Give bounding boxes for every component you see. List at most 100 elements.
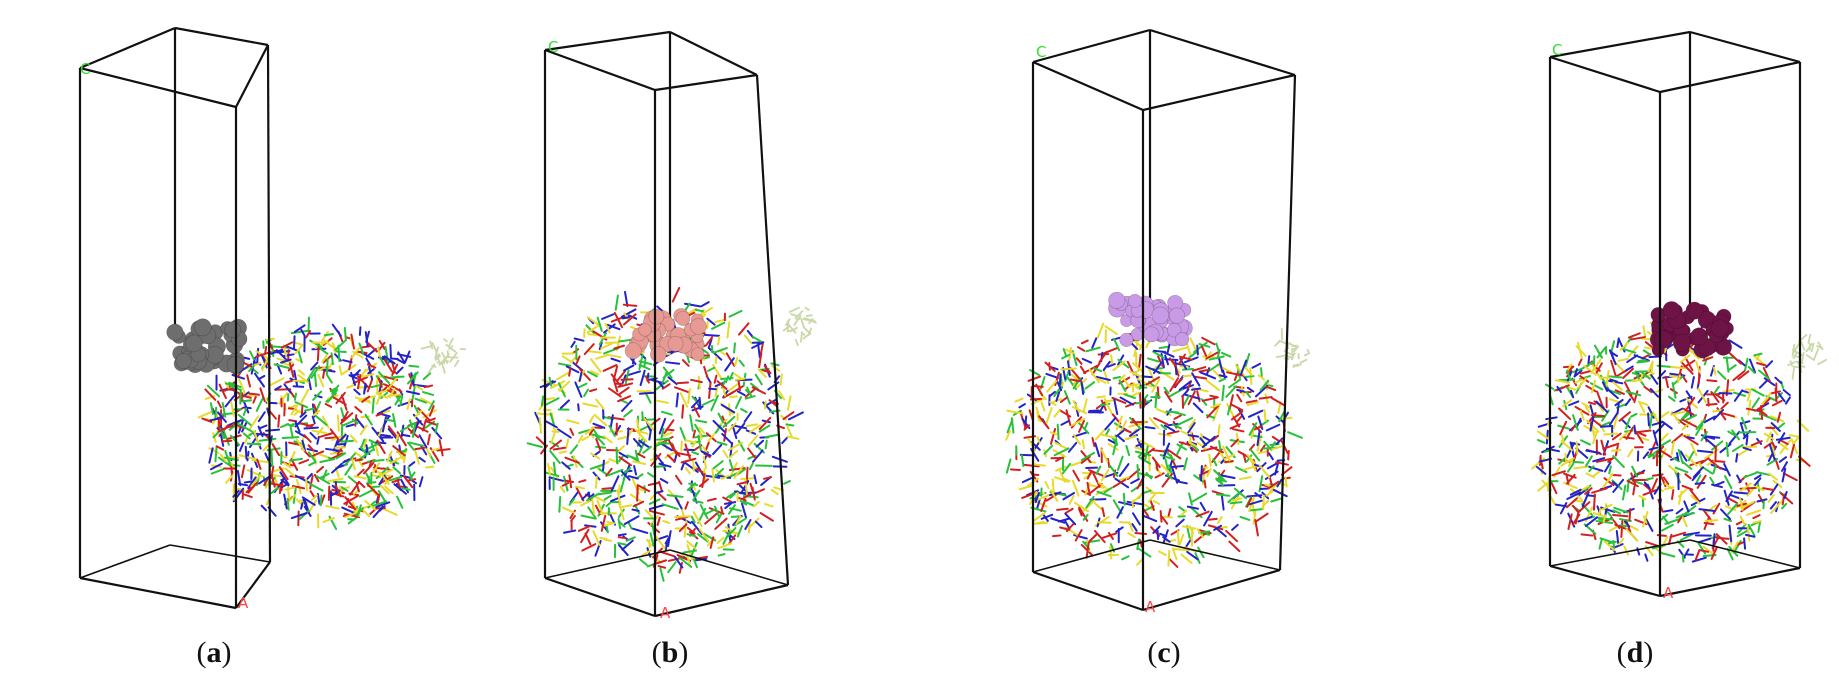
bond-segment bbox=[575, 485, 586, 490]
bond-segment bbox=[1095, 487, 1110, 496]
bond-segment bbox=[1762, 487, 1775, 492]
bond-segment bbox=[577, 382, 588, 389]
bond-segment bbox=[557, 362, 572, 367]
bond-segment bbox=[714, 355, 718, 365]
bond-segment bbox=[1639, 373, 1644, 383]
axis-label-c: C bbox=[1036, 43, 1046, 61]
bond-segment bbox=[1616, 402, 1620, 415]
bond-segment bbox=[1714, 445, 1717, 463]
bond-segment bbox=[569, 427, 575, 436]
bond-segment bbox=[1228, 540, 1241, 553]
bond-segment bbox=[1762, 500, 1765, 510]
bond-segment bbox=[1625, 417, 1631, 430]
bond-segment bbox=[703, 365, 709, 379]
bond-segment bbox=[344, 462, 354, 476]
bond-segment bbox=[1619, 341, 1629, 351]
bond-segment bbox=[436, 361, 446, 365]
bond-segment bbox=[1591, 487, 1608, 494]
bond-segment bbox=[310, 365, 321, 379]
bond-segment bbox=[248, 365, 255, 373]
bond-segment bbox=[375, 501, 391, 508]
bond-segment bbox=[1712, 408, 1724, 413]
bond-segment bbox=[1167, 508, 1172, 517]
bond-segment bbox=[291, 485, 306, 490]
bond-segment bbox=[272, 345, 289, 349]
bond-segment bbox=[1697, 387, 1707, 404]
bond-segment bbox=[1131, 512, 1141, 526]
bond-segment bbox=[1577, 501, 1591, 513]
bond-segment bbox=[1023, 463, 1040, 468]
bond-segment bbox=[365, 444, 369, 453]
bond-segment bbox=[1562, 399, 1573, 408]
bond-segment bbox=[426, 420, 439, 427]
bond-segment bbox=[307, 377, 312, 391]
bond-segment bbox=[653, 535, 669, 542]
bond-segment bbox=[382, 468, 393, 475]
bond-segment bbox=[1200, 530, 1211, 534]
bond-segment bbox=[1752, 484, 1765, 492]
bond-segment bbox=[288, 441, 301, 446]
bond-segment bbox=[1201, 435, 1212, 442]
bond-segment bbox=[751, 486, 756, 501]
bond-segment bbox=[1630, 472, 1637, 485]
bond-segment bbox=[1588, 465, 1595, 473]
bond-segment bbox=[388, 387, 396, 399]
bond-segment bbox=[1091, 437, 1096, 448]
bond-segment bbox=[679, 392, 689, 408]
bond-segment bbox=[1264, 470, 1279, 480]
bond-segment bbox=[1064, 507, 1074, 515]
bond-segment bbox=[1778, 456, 1788, 463]
bond-segment bbox=[248, 392, 261, 396]
bond-segment bbox=[337, 344, 341, 363]
bond-segment bbox=[1581, 491, 1590, 508]
bond-segment bbox=[1565, 473, 1570, 485]
bond-segment bbox=[565, 438, 570, 448]
bond-segment bbox=[1597, 517, 1614, 521]
bond-segment bbox=[795, 317, 803, 321]
bond-segment bbox=[1125, 401, 1137, 408]
bond-segment bbox=[1123, 393, 1136, 400]
bond-segment bbox=[1622, 348, 1637, 354]
bond-segment bbox=[1770, 500, 1783, 514]
bond-segment bbox=[246, 394, 256, 397]
bond-segment bbox=[717, 553, 726, 557]
bond-segment bbox=[1728, 430, 1741, 445]
bond-segment bbox=[733, 465, 744, 479]
panel-c: CA bbox=[1005, 28, 1311, 616]
bond-segment bbox=[241, 492, 253, 499]
bond-segment bbox=[225, 382, 234, 387]
bond-segment bbox=[1181, 368, 1195, 371]
bond-segment bbox=[1209, 445, 1224, 454]
bond-segment bbox=[1077, 346, 1086, 352]
bond-segment bbox=[667, 376, 678, 385]
bond-segment bbox=[1579, 370, 1591, 375]
bond-segment bbox=[1027, 375, 1042, 382]
bond-segment bbox=[1246, 454, 1256, 464]
bond-segment bbox=[400, 478, 410, 494]
bond-segment bbox=[260, 504, 268, 512]
bond-segment bbox=[735, 422, 746, 435]
bond-segment bbox=[1753, 352, 1763, 357]
bond-segment bbox=[1171, 466, 1179, 484]
bond-segment bbox=[1576, 341, 1583, 360]
bond-segment bbox=[698, 396, 702, 410]
bond-segment bbox=[1267, 480, 1280, 490]
bond-segment bbox=[307, 444, 315, 452]
bond-segment bbox=[322, 370, 326, 379]
bond-segment bbox=[253, 430, 261, 447]
bond-segment bbox=[1222, 369, 1226, 379]
bond-segment bbox=[1711, 483, 1723, 489]
bond-segment bbox=[761, 369, 770, 374]
bond-segment bbox=[1216, 363, 1233, 374]
bond-segment bbox=[1152, 349, 1167, 354]
bond-segment bbox=[673, 555, 684, 569]
bond-segment bbox=[674, 386, 690, 394]
bond-segment bbox=[1726, 547, 1734, 561]
bond-segment bbox=[584, 532, 592, 546]
axis-label-a: A bbox=[1663, 584, 1674, 602]
bond-segment bbox=[1116, 455, 1124, 471]
bond-segment bbox=[1761, 392, 1772, 405]
bond-segment bbox=[1061, 462, 1072, 475]
bond-segment bbox=[548, 376, 553, 387]
bond-segment bbox=[448, 345, 454, 351]
